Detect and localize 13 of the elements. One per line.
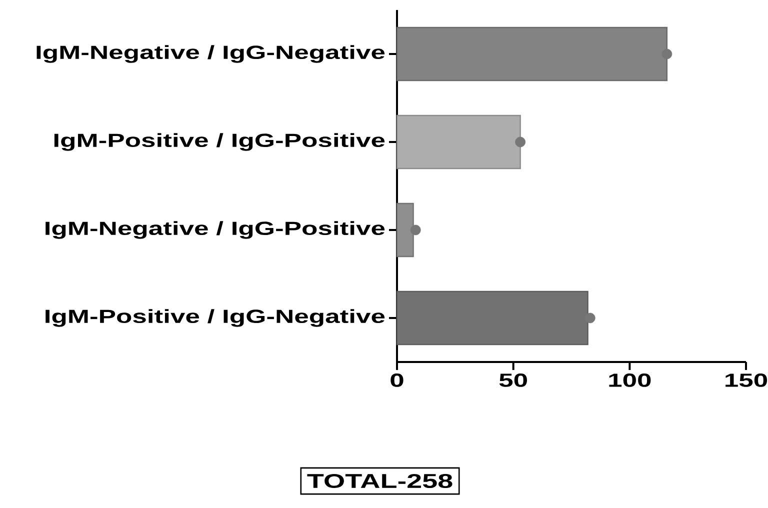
x-tick-label: 50 [499,374,527,387]
y-tick-label: IgM-Negative / IgG-Negative [36,45,385,63]
x-tick-label: 0 [390,374,404,387]
y-tick-label: IgM-Negative / IgG-Positive [46,221,385,239]
bar [396,114,521,170]
y-tick-label: IgM-Positive / IgG-Positive [54,133,385,151]
point [410,224,421,236]
x-tick-label: 100 [609,374,651,387]
y-tick-label: IgM-Positive / IgG-Negative [46,309,385,327]
x-tick-label: 150 [726,374,768,387]
point [515,136,526,148]
text: TOTAL-258 [307,474,452,488]
point [662,48,672,60]
